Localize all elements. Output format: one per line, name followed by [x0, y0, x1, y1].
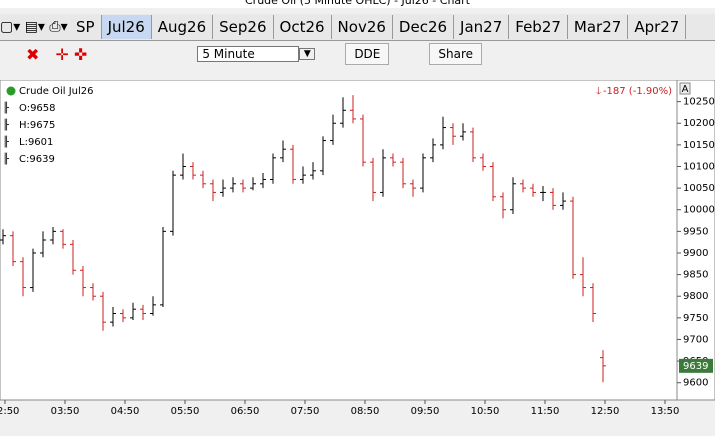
tab[interactable]: Feb27 [509, 15, 568, 39]
chart: A Crude Oil Jul26 -187 (-1.90%) 🡓 9600 96… [0, 80, 715, 417]
legend-value: C:9639 [19, 154, 55, 165]
y-tick-label: 10050 [683, 183, 715, 194]
legend-icon: ╟ [3, 101, 10, 114]
plot [0, 80, 678, 401]
legend-value: L:9601 [19, 137, 53, 148]
tab[interactable]: Oct26 [274, 15, 332, 39]
y-tick-label: 9800 [683, 291, 708, 302]
interval[interactable]: 5 Minute [197, 46, 300, 62]
tool-bar: ✖ ✛ ✜ 5 Minute ▼ DDE Share [0, 41, 715, 67]
tabs: Jul26 Aug26 Sep26 Oct26 Nov26 Dec26 Jan27 Feb27… [101, 15, 687, 39]
x-tick-label: 05:50 [171, 406, 200, 417]
x-tick-label: 02:50 [0, 406, 19, 417]
y-tick-label: 9600 [683, 378, 708, 389]
x-tick-label: 06:50 [231, 406, 260, 417]
tab[interactable]: Jul26 [101, 15, 152, 39]
x-tick-label: 07:50 [291, 406, 320, 417]
x-tick-label: 09:50 [411, 406, 440, 417]
tab[interactable]: Jan27 [454, 15, 510, 39]
share-button[interactable]: Share [429, 43, 483, 65]
tab[interactable]: Nov26 [332, 15, 393, 39]
icons[interactable]: ▢▾ ▤▾ ⎙▾ [0, 19, 68, 35]
x-tick-label: 10:50 [471, 406, 500, 417]
tab[interactable]: Aug26 [152, 15, 214, 39]
badge [679, 82, 691, 95]
tab[interactable]: Dec26 [393, 15, 455, 39]
y-tick-label: 9750 [683, 313, 708, 324]
title-bar: Crude Oil (5 Minute OHLC) - Jul26 - Char… [0, 0, 715, 8]
y-tick-label: 9700 [683, 334, 708, 345]
legend-icon: ╟ [3, 135, 10, 148]
last-price-box [679, 358, 713, 373]
last-price: 9639 [683, 361, 708, 372]
crosshair[interactable]: ✛ ✜ [55, 44, 88, 64]
y-tick-label: 9900 [683, 248, 708, 259]
y-tick-label: 10000 [683, 205, 715, 216]
y-tick-label: 10250 [683, 97, 715, 108]
x-tick-label: 11:50 [531, 406, 560, 417]
y-tick-label: 10200 [683, 118, 715, 129]
symbol[interactable]: SP [70, 15, 102, 39]
y-tick-label: 10150 [683, 140, 715, 151]
tab[interactable]: Apr27 [628, 15, 687, 39]
x-tick-label: 04:50 [111, 406, 140, 417]
y-tick-label: 10100 [683, 161, 715, 172]
x-tick-label: 13:50 [651, 406, 680, 417]
x-tick-label: 12:50 [591, 406, 620, 417]
arrow: 🡓 [596, 86, 601, 97]
delete[interactable]: ✖ [26, 44, 40, 64]
dde-button[interactable]: DDE [345, 43, 390, 65]
axis-badge: A [682, 84, 689, 95]
tab[interactable]: Sep26 [213, 15, 274, 39]
y-tick-label: 9950 [683, 226, 708, 237]
y-axis [676, 80, 715, 401]
legend-icon: ╟ [3, 118, 10, 131]
x-tick-label: 03:50 [51, 406, 80, 417]
tab-bar: ▢▾ ▤▾ ⎙▾ SP Jul26 Aug26 Sep26 Oct26 Nov26 Dec… [0, 14, 715, 41]
y-tick-label: 9850 [683, 270, 708, 281]
legend-value: O:9658 [19, 103, 56, 114]
legend-icon: ╟ [3, 152, 10, 165]
legend-value: H:9675 [19, 120, 55, 131]
legend-name: Crude Oil Jul26 [19, 86, 94, 97]
tab[interactable]: Mar27 [568, 15, 629, 39]
legend-icon [6, 86, 16, 96]
change: -187 (-1.90%) [603, 86, 672, 97]
x-tick-label: 08:50 [351, 406, 380, 417]
